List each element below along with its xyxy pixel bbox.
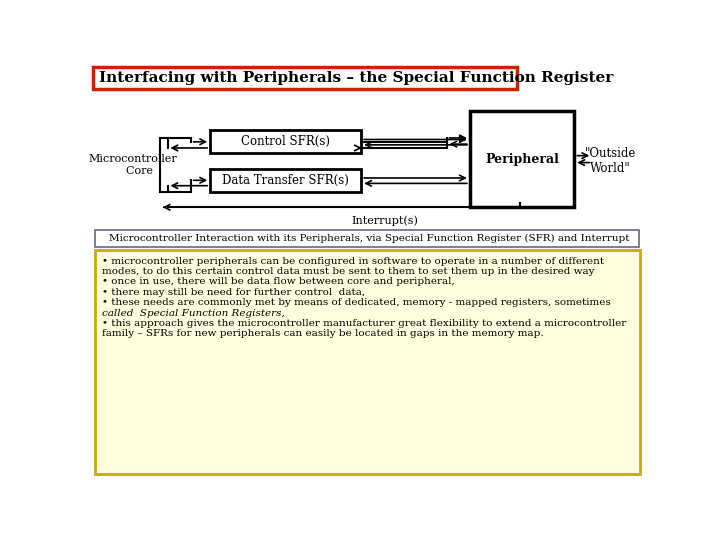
Text: • there may still be need for further control  data,: • there may still be need for further co…: [102, 288, 366, 296]
Bar: [210, 130, 361, 153]
Text: • microcontroller peripherals can be configured in software to operate in a numb: • microcontroller peripherals can be con…: [102, 256, 605, 266]
Bar: [469, 111, 575, 207]
Text: called  Special Function Registers,: called Special Function Registers,: [102, 308, 285, 318]
Text: Microcontroller
    Core: Microcontroller Core: [89, 154, 177, 176]
Text: Data Transfer SFR(s): Data Transfer SFR(s): [222, 174, 349, 187]
Text: family – SFRs for new peripherals can easily be located in gaps in the memory ma: family – SFRs for new peripherals can ea…: [102, 329, 544, 338]
Text: Interfacing with Peripherals – the Special Function Register: Interfacing with Peripherals – the Speci…: [99, 71, 613, 85]
Text: modes, to do this certain control data must be sent to them to set them up in th: modes, to do this certain control data m…: [102, 267, 595, 276]
Text: Peripheral: Peripheral: [485, 153, 559, 166]
Text: • this approach gives the microcontroller manufacturer great flexibility to exte: • this approach gives the microcontrolle…: [102, 319, 626, 328]
Text: Control SFR(s): Control SFR(s): [241, 136, 330, 148]
FancyBboxPatch shape: [93, 67, 517, 89]
FancyBboxPatch shape: [96, 230, 639, 247]
Text: Interrupt(s): Interrupt(s): [351, 215, 418, 226]
FancyBboxPatch shape: [94, 249, 640, 475]
Text: "Outside
World": "Outside World": [585, 147, 636, 175]
Text: • once in use, there will be data flow between core and peripheral,: • once in use, there will be data flow b…: [102, 278, 455, 286]
Text: Microcontroller Interaction with its Peripherals, via Special Function Register : Microcontroller Interaction with its Per…: [109, 233, 629, 242]
Bar: [210, 168, 361, 192]
Text: • these needs are commonly met by means of dedicated, memory - mapped registers,: • these needs are commonly met by means …: [102, 298, 611, 307]
